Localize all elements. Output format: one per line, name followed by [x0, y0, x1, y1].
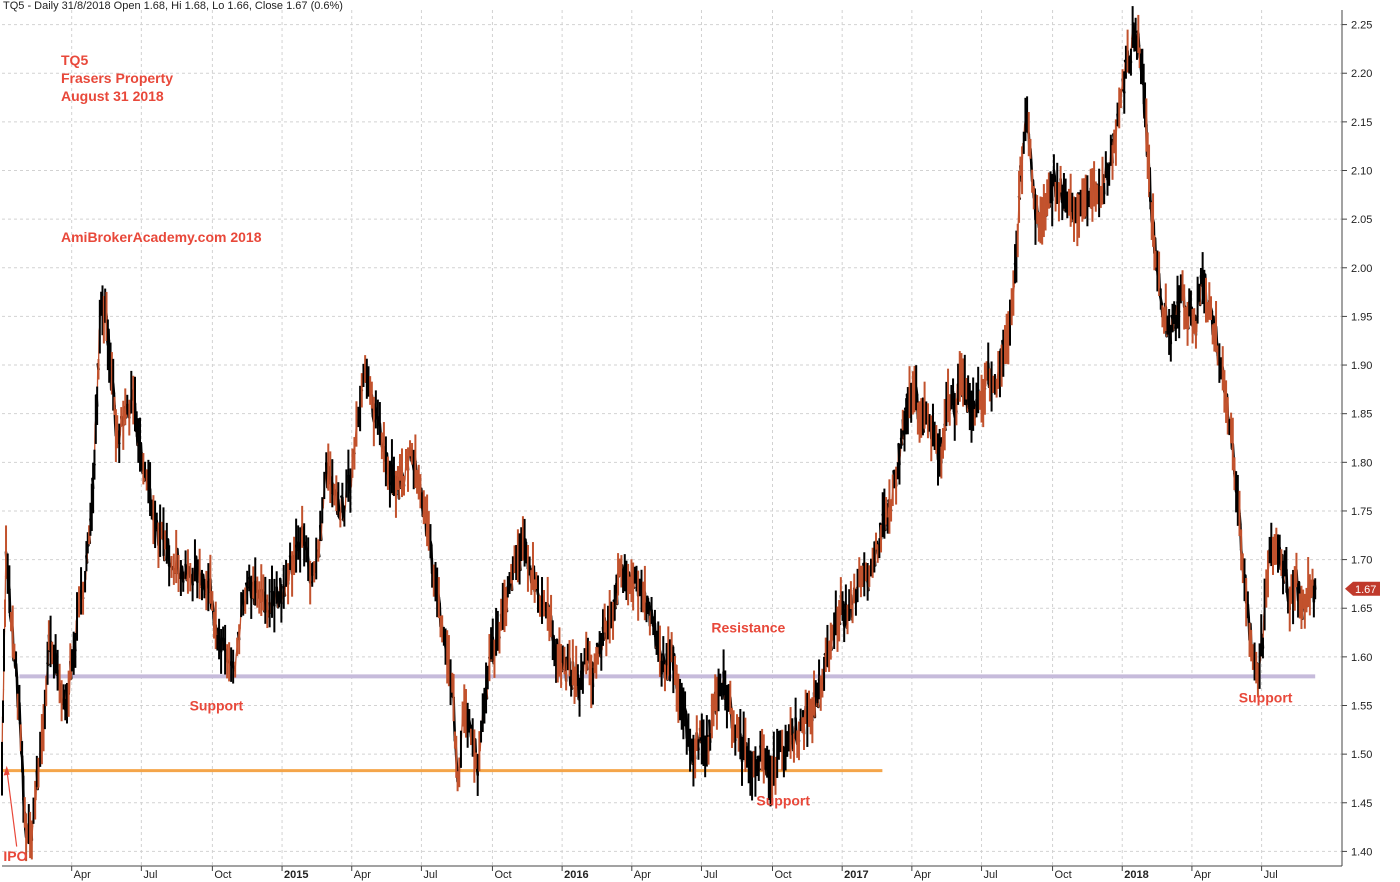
y-tick-label: 1.55 [1351, 701, 1372, 713]
x-tick-label: Jul [143, 869, 157, 881]
y-tick-label: 2.00 [1351, 263, 1372, 275]
watermark: AmiBrokerAcademy.com 2018 [61, 229, 262, 245]
ipo-arrow-head [3, 765, 10, 776]
y-tick-label: 1.90 [1351, 360, 1372, 372]
x-tick-label: Jul [984, 869, 998, 881]
chart-date: August 31 2018 [61, 88, 164, 104]
x-tick-label: Oct [214, 869, 231, 881]
y-tick-label: 2.15 [1351, 117, 1372, 129]
y-tick-label: 1.60 [1351, 652, 1372, 664]
y-tick-label: 1.65 [1351, 603, 1372, 615]
x-tick-label: Jul [1264, 869, 1278, 881]
x-tick-label: 2016 [564, 869, 588, 881]
last-price-label: 1.67 [1355, 584, 1376, 596]
y-tick-label: 1.85 [1351, 409, 1372, 421]
annotation-label: Support [1239, 690, 1293, 706]
x-tick-label: 2017 [844, 869, 868, 881]
ticker-label: TQ5 [61, 52, 89, 68]
x-tick-label: Oct [775, 869, 792, 881]
x-tick-label: Apr [634, 869, 651, 881]
y-tick-label: 1.50 [1351, 749, 1372, 761]
y-tick-label: 2.10 [1351, 166, 1372, 178]
y-tick-label: 2.05 [1351, 214, 1372, 226]
x-tick-label: 2018 [1124, 869, 1148, 881]
x-tick-label: Apr [914, 869, 931, 881]
y-tick-label: 1.45 [1351, 798, 1372, 810]
y-tick-label: 1.70 [1351, 555, 1372, 567]
y-tick-label: 1.40 [1351, 846, 1372, 858]
company-name: Frasers Property [61, 70, 174, 86]
y-tick-label: 2.20 [1351, 68, 1372, 80]
chart-header: TQ5 - Daily 31/8/2018 Open 1.68, Hi 1.68… [3, 0, 343, 12]
x-tick-label: Apr [1194, 869, 1211, 881]
x-tick-label: Jul [703, 869, 717, 881]
annotation-label: Support [190, 697, 244, 713]
y-tick-label: 2.25 [1351, 20, 1372, 32]
annotation-label: IPO [3, 848, 27, 864]
annotation-label: Resistance [711, 620, 785, 636]
last-price-marker [1345, 581, 1380, 596]
annotation-label: Support [756, 793, 810, 809]
x-tick-label: Apr [354, 869, 371, 881]
x-tick-label: 2015 [284, 869, 308, 881]
y-tick-label: 1.95 [1351, 311, 1372, 323]
y-tick-label: 1.80 [1351, 457, 1372, 469]
x-tick-label: Oct [494, 869, 511, 881]
ipo-arrow [6, 768, 18, 847]
x-tick-label: Apr [74, 869, 91, 881]
x-tick-label: Jul [423, 869, 437, 881]
y-tick-label: 1.75 [1351, 506, 1372, 518]
x-tick-label: Oct [1055, 869, 1072, 881]
